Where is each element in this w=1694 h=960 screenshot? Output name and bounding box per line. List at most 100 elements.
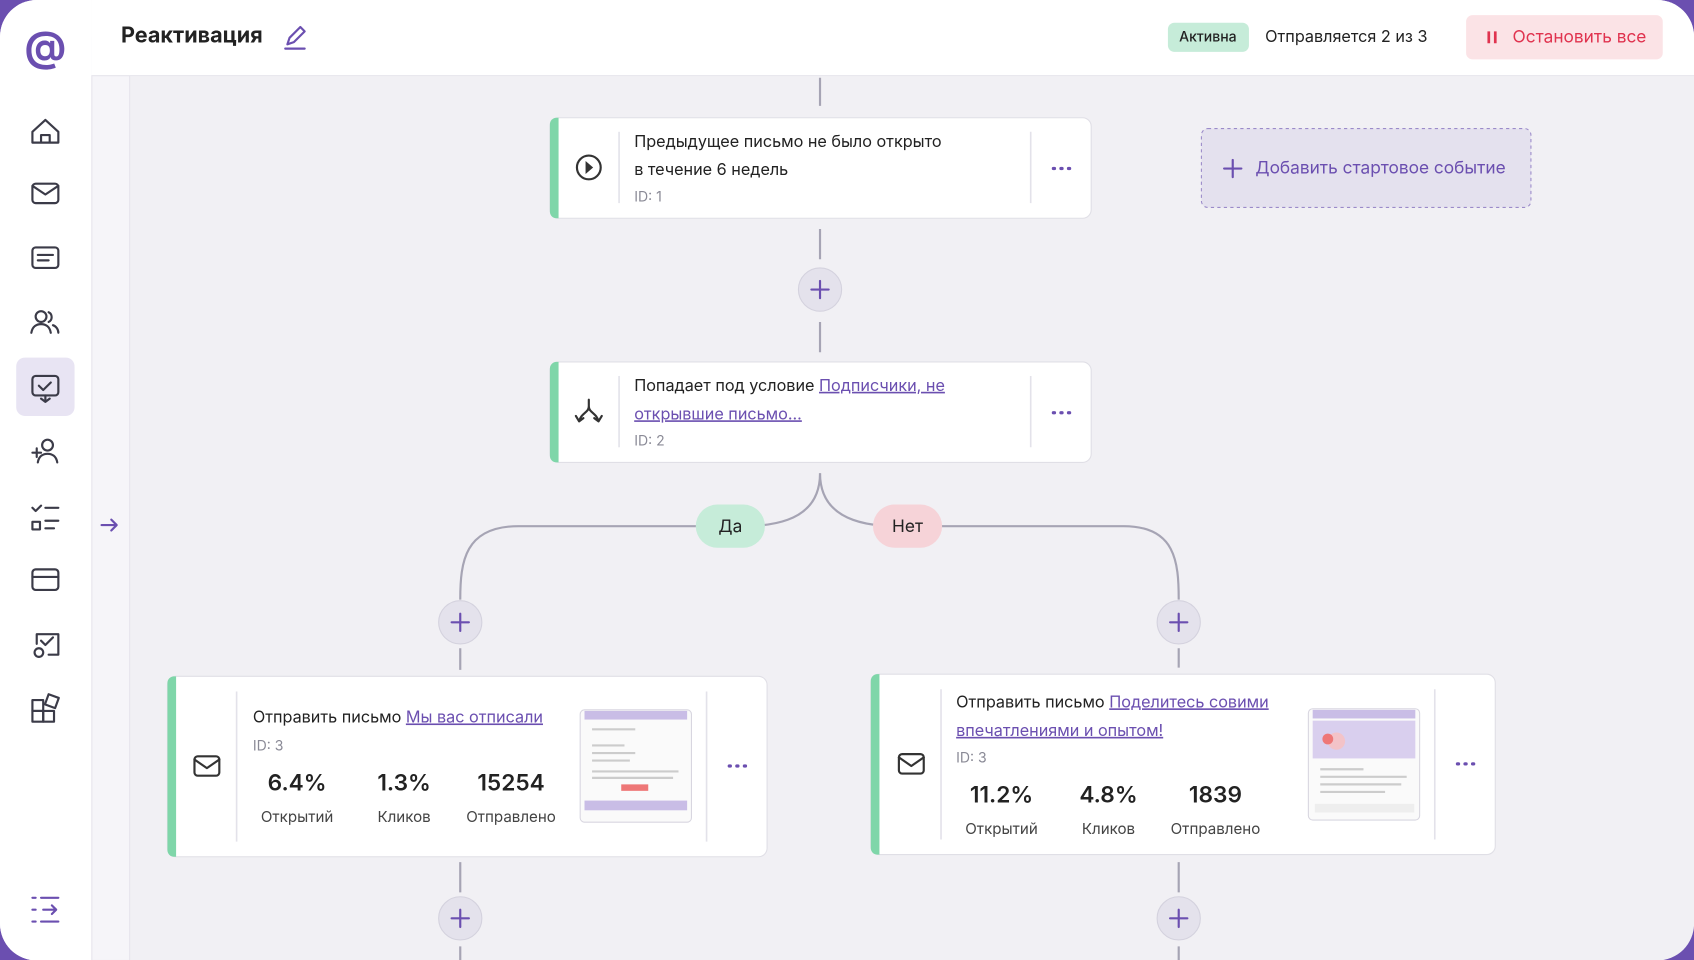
header bbox=[91, 0, 1694, 76]
decoration bbox=[574, 398, 603, 423]
decoration bbox=[459, 648, 1180, 960]
stat-value: 1839 bbox=[1189, 781, 1242, 808]
stat-label: Кликов bbox=[377, 807, 430, 826]
email-thumbnail bbox=[579, 709, 692, 823]
decoration bbox=[35, 633, 60, 656]
decoration bbox=[584, 800, 688, 811]
decoration bbox=[1223, 158, 1243, 179]
decoration bbox=[1312, 709, 1416, 719]
decoration bbox=[167, 676, 177, 857]
start-node[interactable]: Предыдущее письмо не было открыто в тече… bbox=[549, 117, 1092, 219]
stat-label: Кликов bbox=[1082, 819, 1135, 838]
sidebar bbox=[0, 0, 92, 960]
decoration bbox=[34, 310, 48, 324]
email-link[interactable]: Поделитесь совими bbox=[1109, 692, 1268, 712]
decoration bbox=[592, 728, 679, 779]
segment-link[interactable]: Подписчики, не bbox=[819, 375, 945, 395]
decoration bbox=[621, 784, 649, 791]
decoration bbox=[1200, 128, 1532, 208]
decoration bbox=[1487, 31, 1497, 44]
email-text: Отправить письмо bbox=[956, 692, 1109, 712]
decoration bbox=[193, 755, 221, 777]
decoration bbox=[31, 246, 60, 270]
stat-value: 11.2% bbox=[970, 781, 1033, 808]
decoration bbox=[450, 908, 470, 929]
no-pill bbox=[872, 504, 943, 548]
decoration bbox=[870, 674, 880, 855]
decoration bbox=[818, 473, 1180, 600]
logo[interactable]: @ bbox=[25, 21, 67, 71]
decoration: Попадает под условие Подписчики, не bbox=[634, 375, 945, 395]
stat-label: Отправлено bbox=[1171, 819, 1261, 838]
decoration bbox=[1168, 612, 1189, 633]
stat-label: Открытий bbox=[965, 819, 1038, 838]
stat-label: Отправлено bbox=[466, 807, 556, 826]
sending-text: Отправляется 2 из 3 bbox=[1265, 26, 1427, 46]
status-badge bbox=[1167, 22, 1249, 52]
decoration bbox=[31, 896, 60, 923]
node-text: Попадает под условие bbox=[634, 375, 819, 395]
node-id: ID: 3 bbox=[253, 737, 284, 754]
email-link[interactable]: впечатлениями и опытом! bbox=[956, 720, 1163, 740]
decoration bbox=[193, 758, 221, 770]
decoration bbox=[1322, 733, 1334, 745]
yes-pill bbox=[695, 504, 765, 548]
decoration bbox=[1314, 803, 1415, 813]
connectors bbox=[459, 77, 1180, 960]
decoration bbox=[30, 311, 60, 334]
side-panel bbox=[91, 75, 131, 960]
decoration bbox=[810, 279, 830, 300]
decoration bbox=[31, 568, 60, 591]
decoration bbox=[31, 184, 60, 196]
add-start-event[interactable]: Добавить стартовое событие bbox=[1200, 128, 1532, 208]
decoration bbox=[31, 182, 60, 205]
stat-value: 1.3% bbox=[377, 770, 430, 797]
decoration bbox=[1320, 768, 1407, 794]
email-node[interactable]: Отправить письмо Поделитесь совими впеча… bbox=[870, 673, 1496, 856]
email-thumbnail bbox=[1307, 708, 1421, 821]
decoration bbox=[33, 647, 45, 658]
decoration bbox=[36, 253, 55, 262]
decoration bbox=[575, 154, 602, 181]
expand-arrow[interactable] bbox=[100, 518, 118, 532]
status-text: Активна bbox=[1179, 29, 1237, 46]
decoration: Отправить письмо Поделитесь совими bbox=[956, 692, 1269, 712]
stat-value: 4.8% bbox=[1079, 781, 1137, 808]
stat-value: 6.4% bbox=[268, 770, 327, 797]
decoration bbox=[1168, 908, 1189, 929]
nav-icons[interactable] bbox=[16, 118, 75, 923]
decoration: Отправить письмо Мы вас отписали bbox=[253, 707, 543, 727]
page-title: Реактивация bbox=[121, 23, 263, 49]
decoration bbox=[43, 693, 60, 710]
email-text: Отправить письмо bbox=[253, 707, 406, 727]
stop-button[interactable]: Остановить все bbox=[1466, 15, 1663, 60]
email-link[interactable]: Мы вас отписали bbox=[406, 707, 543, 727]
decoration bbox=[549, 117, 559, 219]
decoration bbox=[42, 709, 56, 723]
stop-text: Остановить все bbox=[1513, 27, 1647, 48]
segment-link[interactable]: открывшие письмо... bbox=[634, 403, 802, 423]
yes-label: Да bbox=[718, 516, 742, 537]
node-text: в течение 6 недель bbox=[634, 159, 788, 179]
node-id: ID: 3 bbox=[956, 749, 987, 766]
stat-label: Открытий bbox=[261, 807, 334, 826]
node-id: ID: 1 bbox=[634, 189, 662, 206]
add-start-text: Добавить стартовое событие bbox=[1255, 157, 1505, 178]
email-node[interactable]: Отправить письмо Мы вас отписали ID: 3 6… bbox=[166, 675, 768, 858]
condition-node[interactable]: Попадает под условие Подписчики, не откр… bbox=[549, 361, 1092, 463]
decoration bbox=[31, 118, 60, 144]
node-id: ID: 2 bbox=[634, 433, 664, 450]
decoration bbox=[450, 612, 470, 633]
stat-value: 15254 bbox=[477, 770, 544, 797]
edit-icon[interactable] bbox=[284, 25, 306, 50]
decoration bbox=[584, 710, 688, 720]
decoration bbox=[579, 709, 692, 823]
no-label: Нет bbox=[892, 516, 923, 537]
add-step-buttons[interactable] bbox=[438, 267, 1201, 941]
node-text: Предыдущее письмо не было открыто bbox=[634, 131, 941, 151]
decoration bbox=[41, 438, 55, 452]
decoration bbox=[31, 504, 60, 531]
